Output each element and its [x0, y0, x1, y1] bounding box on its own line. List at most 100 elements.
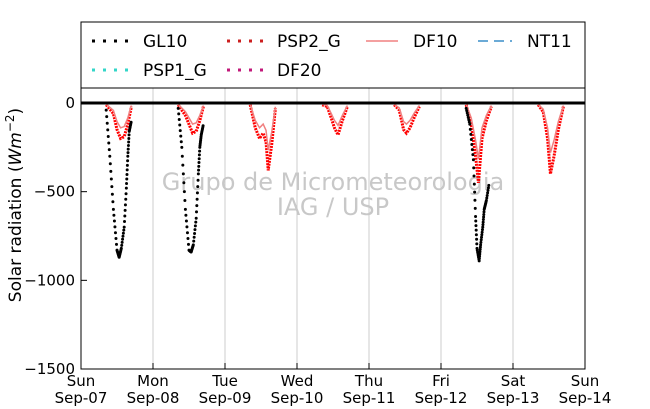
gl10-point — [109, 177, 113, 181]
legend-marker — [92, 68, 95, 72]
series — [104, 103, 565, 263]
gl10-point — [184, 219, 188, 223]
gl10-point — [467, 118, 471, 122]
gl10-point — [127, 136, 131, 140]
gl10-point — [194, 216, 198, 220]
x-tick-label-date: Sep-14 — [559, 389, 612, 407]
gl10-point — [178, 129, 182, 133]
gl10-point — [179, 140, 183, 144]
gl10-point — [122, 225, 126, 229]
gl10-point — [472, 182, 476, 186]
legend-marker — [249, 68, 252, 72]
gl10-point — [105, 121, 109, 125]
gl10-point — [185, 225, 189, 229]
gl10-point — [182, 190, 186, 194]
legend-marker — [238, 39, 241, 43]
gl10-point — [183, 199, 187, 203]
psp2-series-line — [393, 103, 421, 136]
gl10-point — [481, 220, 485, 224]
gl10-point — [112, 219, 116, 223]
psp2-series-line — [105, 103, 133, 141]
gl10-point — [477, 257, 481, 261]
legend-marker — [125, 39, 128, 43]
y-tick-label: 0 — [65, 94, 75, 112]
legend-marker — [125, 68, 128, 72]
x-tick-label-day: Thu — [354, 372, 383, 390]
x-tick-label-date: Sep-11 — [343, 389, 396, 407]
y-tick-label: −500 — [34, 183, 75, 201]
watermark: Grupo de Micrometeorologia IAG / USP — [162, 168, 504, 221]
gl10-point — [485, 193, 489, 197]
legend-marker — [114, 68, 117, 72]
gl10-point — [120, 243, 124, 247]
x-tick-label-day: Sun — [571, 372, 600, 390]
gl10-point — [485, 196, 489, 200]
gl10-point — [110, 185, 114, 189]
df10-series-line — [322, 103, 349, 127]
gl10-point — [472, 166, 476, 170]
gl10-point — [121, 234, 125, 238]
x-tick-label-date: Sep-09 — [199, 389, 252, 407]
gl10-point — [194, 220, 198, 224]
gl10-point — [467, 120, 471, 124]
gl10-point — [111, 207, 115, 211]
gl10-point — [471, 153, 475, 157]
gl10-point — [197, 168, 201, 172]
gl10-point — [184, 213, 188, 217]
x-tick-label-day: Sat — [501, 372, 526, 390]
gl10-point — [123, 220, 127, 224]
gl10-point — [181, 172, 185, 176]
gl10-point — [465, 111, 469, 115]
gl10-point — [180, 154, 184, 158]
gl10-point — [126, 147, 130, 151]
gl10-point — [464, 106, 468, 110]
gl10-point — [105, 115, 109, 119]
gl10-point — [125, 168, 129, 172]
gl10-point — [197, 164, 201, 168]
gl10-point — [121, 231, 125, 235]
df10-series-line — [537, 103, 565, 153]
gl10-point — [177, 112, 181, 116]
gl10-point — [108, 162, 112, 166]
gl10-point — [126, 151, 130, 155]
legend-marker — [238, 68, 241, 72]
gl10-point — [180, 145, 184, 149]
x-tick-label-date: Sep-08 — [127, 389, 180, 407]
x-tick-label-date: Sep-12 — [415, 389, 468, 407]
gl10-point — [196, 172, 200, 176]
gl10-point — [109, 169, 113, 173]
gl10-point — [482, 215, 486, 219]
x-tick-label-day: Tue — [211, 372, 238, 390]
gl10-point — [474, 233, 478, 237]
gl10-point — [470, 143, 474, 147]
gl10-point — [478, 245, 482, 249]
gl10-point — [480, 235, 484, 239]
gl10-point — [482, 212, 486, 216]
legend-box — [80, 21, 586, 89]
gl10-point — [178, 123, 182, 127]
gl10-point — [486, 186, 490, 190]
gl10-point — [197, 157, 201, 161]
gl10-point — [125, 177, 129, 181]
gl10-point — [487, 183, 491, 187]
gl10-point — [104, 108, 108, 112]
gl10-point — [195, 191, 199, 195]
gl10-point — [108, 154, 112, 158]
gl10-point — [121, 237, 125, 241]
grid — [152, 88, 514, 369]
legend-label: PSP1_G — [143, 61, 207, 81]
gl10-point — [107, 141, 111, 145]
gl10-point — [481, 223, 485, 227]
gl10-point — [480, 233, 484, 237]
legend-marker — [260, 68, 263, 72]
gl10-point — [124, 186, 128, 190]
legend-marker — [249, 39, 252, 43]
gl10-point — [473, 206, 477, 210]
gl10-point — [113, 225, 117, 229]
gl10-point — [125, 172, 129, 176]
x-tick-label-day: Wed — [281, 372, 314, 390]
gl10-point — [468, 127, 472, 131]
gl10-point — [197, 153, 201, 157]
gl10-point — [126, 144, 130, 148]
gl10-point — [477, 259, 481, 263]
